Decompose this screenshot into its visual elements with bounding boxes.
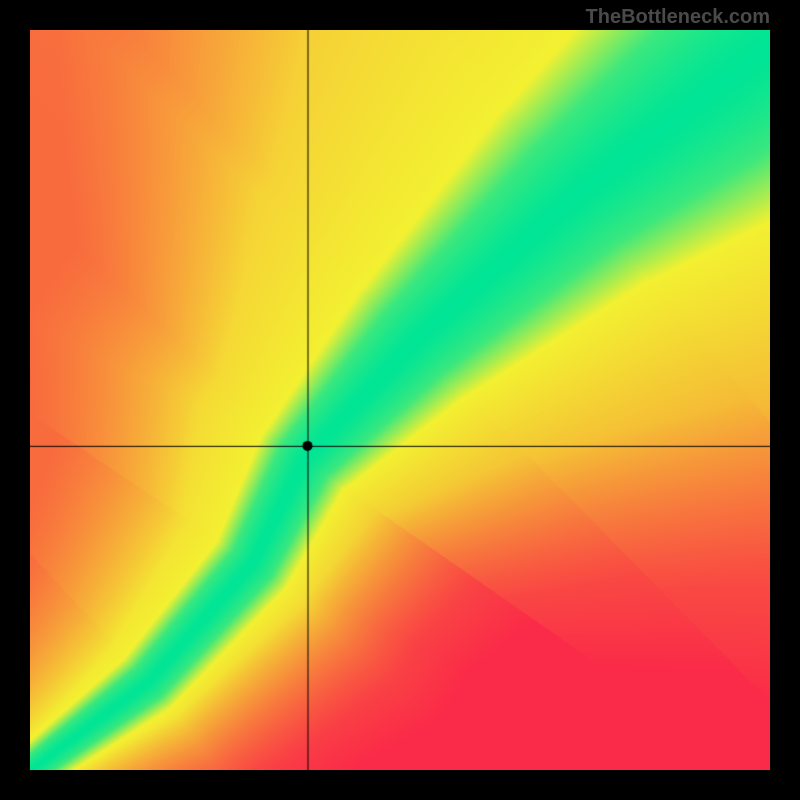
chart-container: TheBottleneck.com [0, 0, 800, 800]
attribution-label: TheBottleneck.com [586, 6, 770, 29]
heatmap-canvas [30, 30, 770, 770]
plot-area [30, 30, 770, 770]
